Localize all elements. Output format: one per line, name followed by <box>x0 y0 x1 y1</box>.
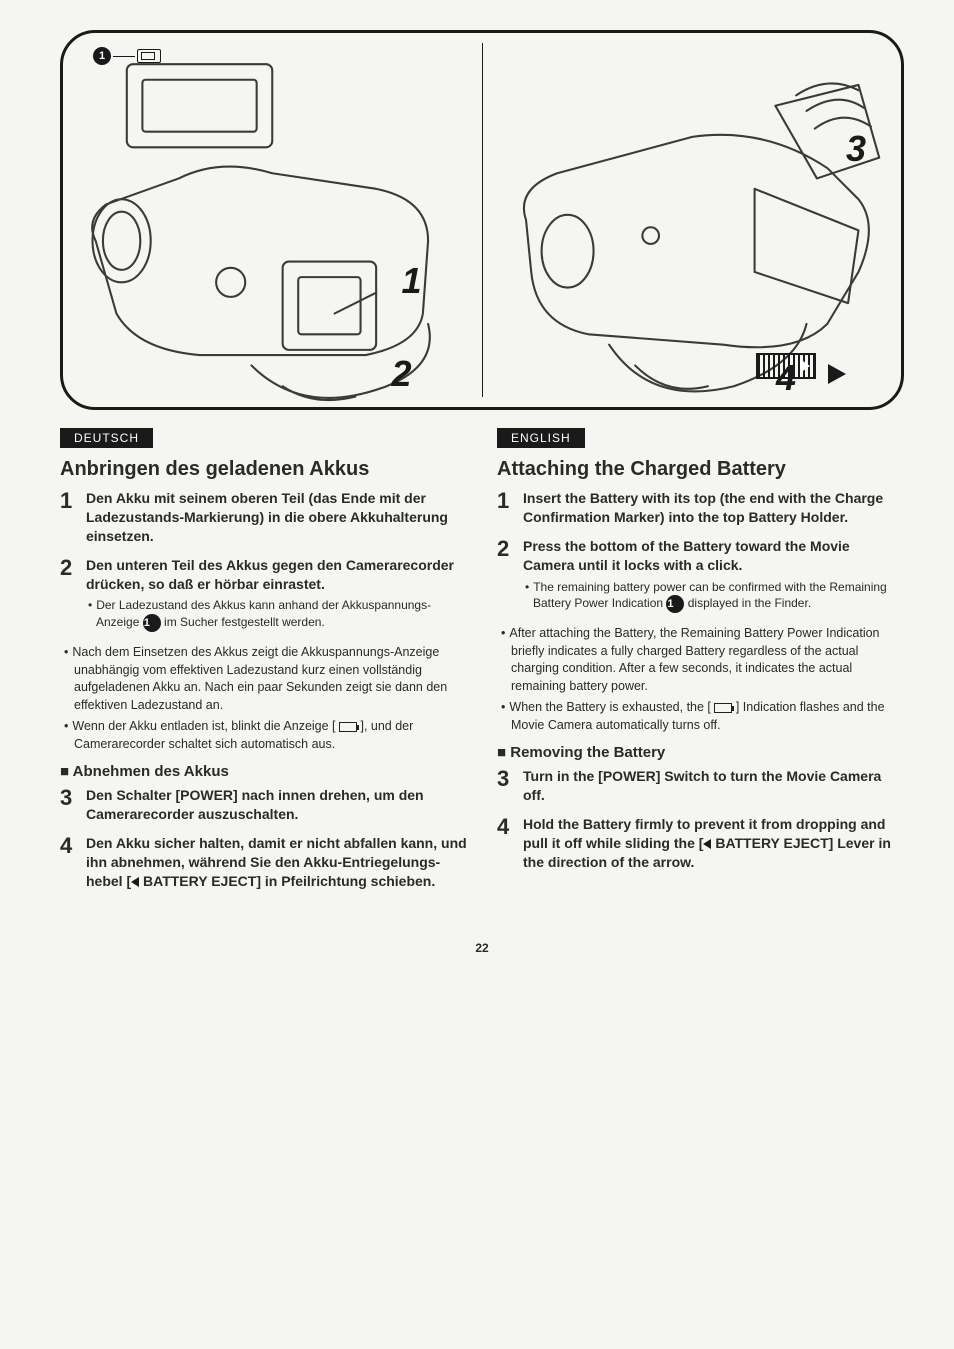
step-text: Insert the Battery with its top (the end… <box>523 489 904 527</box>
note-text: When the Battery is exhausted, the [ ] I… <box>497 699 904 734</box>
text-columns: DEUTSCH Anbringen des geladenen Akkus 1 … <box>60 428 904 901</box>
step-text: Den Akku sicher halten, damit er nicht a… <box>86 834 467 891</box>
en-notes: After attaching the Battery, the Remaini… <box>497 625 904 734</box>
step-number: 1 <box>60 489 86 550</box>
en-step-1: 1 Insert the Battery with its top (the e… <box>497 489 904 531</box>
de-notes: Nach dem Einsetzen des Akkus zeigt die A… <box>60 644 467 753</box>
step-note: Der Ladezustand des Akkus kann anhand de… <box>86 597 467 632</box>
diagram-step-4-label: 4 <box>776 357 796 399</box>
step-number: 3 <box>497 767 523 809</box>
column-deutsch: DEUTSCH Anbringen des geladenen Akkus 1 … <box>60 428 467 901</box>
de-step-1: 1 Den Akku mit seinem oberen Teil (das E… <box>60 489 467 550</box>
diagram-left-panel: 1 1 2 <box>63 33 482 407</box>
note-text: After attaching the Battery, the Remaini… <box>497 625 904 695</box>
column-english: ENGLISH Attaching the Charged Battery 1 … <box>497 428 904 901</box>
step-text: Den Schalter [POWER] nach innen drehen, … <box>86 786 467 824</box>
step-number: 2 <box>60 556 86 637</box>
en-step-2: 2 Press the bottom of the Battery toward… <box>497 537 904 618</box>
step-text: Hold the Battery firmly to prevent it fr… <box>523 815 904 872</box>
step-text: Press the bottom of the Battery toward t… <box>523 537 904 575</box>
lang-tag-english: ENGLISH <box>497 428 585 448</box>
de-subheading: Abnehmen des Akkus <box>60 763 467 780</box>
step-number: 3 <box>60 786 86 828</box>
diagram-frame: 1 1 2 <box>60 30 904 410</box>
note-text: Nach dem Einsetzen des Akkus zeigt die A… <box>60 644 467 714</box>
battery-empty-icon <box>714 703 732 713</box>
step-number: 4 <box>497 815 523 876</box>
de-step-4: 4 Den Akku sicher halten, damit er nicht… <box>60 834 467 895</box>
triangle-left-icon <box>131 877 139 887</box>
step-text: Den Akku mit seinem oberen Teil (das End… <box>86 489 467 546</box>
step-text: Den unteren Teil des Akkus gegen den Cam… <box>86 556 467 594</box>
callout-inline-icon: 1 <box>666 595 684 613</box>
step-number: 1 <box>497 489 523 531</box>
title-english: Attaching the Charged Battery <box>497 458 904 481</box>
callout-inline-icon: 1 <box>143 614 161 632</box>
en-step-4: 4 Hold the Battery firmly to prevent it … <box>497 815 904 876</box>
title-deutsch: Anbringen des geladenen Akkus <box>60 458 467 481</box>
page-number: 22 <box>60 941 904 955</box>
lang-tag-deutsch: DEUTSCH <box>60 428 153 448</box>
de-step-3: 3 Den Schalter [POWER] nach innen drehen… <box>60 786 467 828</box>
diagram-step-1-label: 1 <box>401 260 421 302</box>
en-subheading: Removing the Battery <box>497 744 904 761</box>
step-text: Turn in the [POWER] Switch to turn the M… <box>523 767 904 805</box>
arrow-right-icon <box>828 364 846 389</box>
step-number: 2 <box>497 537 523 618</box>
step-note: The remaining battery power can be confi… <box>523 579 904 614</box>
de-step-2: 2 Den unteren Teil des Akkus gegen den C… <box>60 556 467 637</box>
diagram-right-panel: 3 4 <box>483 33 902 407</box>
battery-empty-icon <box>339 722 357 732</box>
note-text: Wenn der Akku entladen ist, blinkt die A… <box>60 718 467 753</box>
triangle-left-icon <box>703 839 711 849</box>
diagram-step-3-label: 3 <box>846 128 866 170</box>
diagram-step-2-label: 2 <box>391 353 411 395</box>
step-number: 4 <box>60 834 86 895</box>
en-step-3: 3 Turn in the [POWER] Switch to turn the… <box>497 767 904 809</box>
